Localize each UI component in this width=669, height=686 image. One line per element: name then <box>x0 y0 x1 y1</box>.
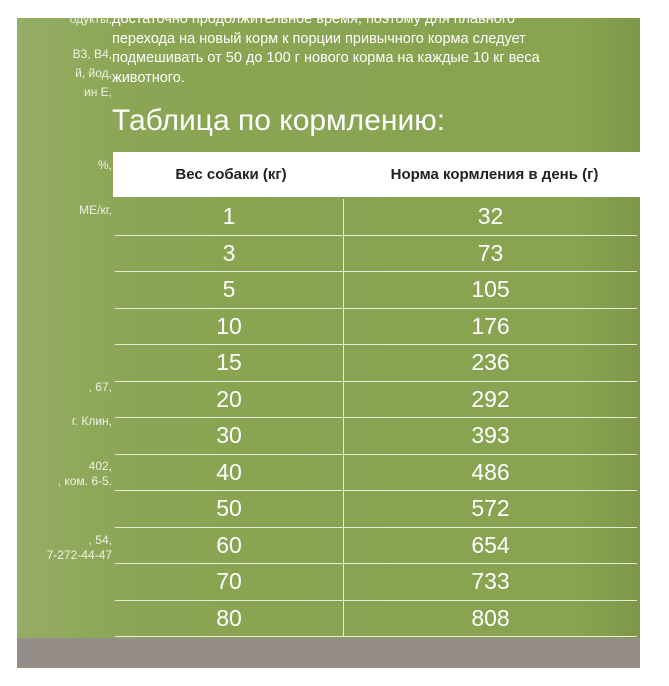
table-row: 20 292 <box>115 381 637 418</box>
table-row: 40 486 <box>115 454 637 491</box>
side-text: 7-272-44-47 <box>46 548 112 562</box>
side-text: г. Клин, <box>71 414 112 428</box>
paragraph-line: животного. <box>112 69 185 86</box>
left-column-text: одукты, В3, В4, й, йод, ин Е, %, МЕ/кг, … <box>17 18 112 638</box>
table-row: 5 105 <box>115 272 637 309</box>
cell-norm: 393 <box>471 422 510 449</box>
cell-norm: 486 <box>471 458 510 485</box>
cell-weight: 20 <box>115 381 344 417</box>
cell-weight: 15 <box>115 345 344 381</box>
cell-norm: 733 <box>471 568 510 595</box>
table-row: 3 73 <box>115 235 637 272</box>
side-text: одукты, <box>69 18 112 26</box>
header-weight: Вес собаки (кг) <box>175 166 287 183</box>
side-text: 402, <box>88 459 112 473</box>
side-text: %, <box>97 158 112 172</box>
paragraph-line: подмешивать от 50 до 100 г нового корма … <box>112 50 540 66</box>
cell-weight: 5 <box>115 272 344 308</box>
table-row: 80 808 <box>115 600 637 637</box>
table-header: Вес собаки (кг) Норма кормления в день (… <box>113 152 640 197</box>
cell-norm: 176 <box>471 312 510 339</box>
cell-weight: 30 <box>115 418 344 454</box>
table-row: 30 393 <box>115 418 637 455</box>
cell-norm: 73 <box>477 239 504 266</box>
cell-norm: 105 <box>471 276 510 303</box>
paragraph-line: перехода на новый корм к порции привычно… <box>112 30 526 47</box>
table-row: 70 733 <box>115 564 637 601</box>
cell-weight: 40 <box>115 454 344 490</box>
cell-norm: 572 <box>471 495 510 522</box>
cell-weight: 80 <box>115 600 344 636</box>
cell-weight: 70 <box>115 564 344 600</box>
package-label: одукты, В3, В4, й, йод, ин Е, %, МЕ/кг, … <box>17 18 640 668</box>
paragraph-line: достаточно продолжительное время, поэтом… <box>112 18 515 27</box>
section-title: Таблица по кормлению: <box>112 104 446 137</box>
cell-norm: 236 <box>471 349 510 376</box>
cell-norm: 654 <box>471 531 510 558</box>
cell-norm: 292 <box>471 385 510 412</box>
bottom-band <box>17 638 640 668</box>
side-text: МЕ/кг, <box>79 203 112 217</box>
cell-norm: 808 <box>471 604 510 631</box>
cell-weight: 10 <box>115 308 344 344</box>
cell-norm: 32 <box>477 203 504 230</box>
table-row: 10 176 <box>115 308 637 345</box>
cell-weight: 60 <box>115 527 344 563</box>
side-text: , 67, <box>88 380 112 394</box>
side-text: В3, В4, <box>72 47 112 61</box>
header-norm: Норма кормления в день (г) <box>390 166 599 183</box>
cell-weight: 3 <box>115 235 344 271</box>
table-row: 1 32 <box>115 199 637 236</box>
feeding-table: 1 32 3 73 5 105 10 176 15 236 20 292 30 393 40 486 50 572… <box>115 199 637 637</box>
side-text: , 54, <box>88 533 112 547</box>
side-text: , ком. 6-5. <box>57 474 112 488</box>
table-row: 60 654 <box>115 527 637 564</box>
table-row: 15 236 <box>115 345 637 382</box>
transition-paragraph: достаточно продолжительное время, поэтом… <box>112 18 637 88</box>
cell-weight: 50 <box>115 491 344 527</box>
table-row: 50 572 <box>115 491 637 528</box>
side-text: й, йод, <box>75 66 112 80</box>
cell-weight: 1 <box>115 199 344 235</box>
side-text: ин Е, <box>83 85 112 99</box>
